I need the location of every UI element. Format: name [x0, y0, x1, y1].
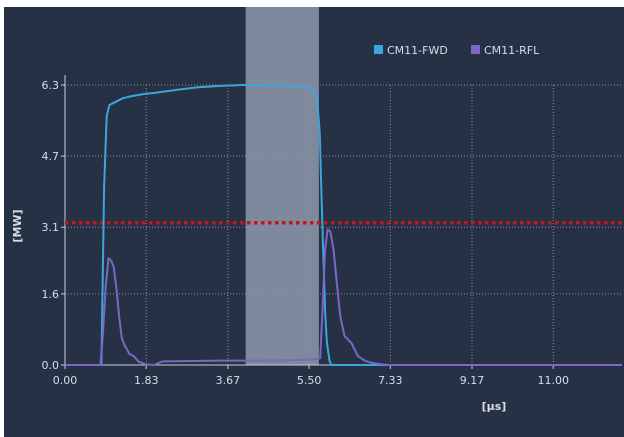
- series-line-cm11-rfl[interactable]: [65, 228, 622, 366]
- x-axis-title: [µs]: [482, 400, 507, 413]
- x-tick-label: 3.67: [216, 374, 241, 387]
- x-tick-label: 7.33: [378, 374, 403, 387]
- y-tick-label: 4.7: [42, 150, 60, 163]
- x-tick-label: 1.83: [134, 374, 159, 387]
- legend[interactable]: CM11-FWD CM11-RFL: [374, 44, 540, 57]
- y-tick-label: 1.6: [42, 288, 60, 301]
- legend-swatch: [374, 45, 383, 54]
- y-tick-label: 6.3: [42, 79, 60, 92]
- x-tick-label: 11.00: [537, 374, 569, 387]
- y-tick-label: 3.1: [42, 221, 60, 234]
- grid-lines: [65, 84, 622, 365]
- legend-swatch: [471, 45, 480, 54]
- y-axis-title: [MW]: [11, 209, 24, 242]
- x-tick-label: 0.00: [53, 374, 78, 387]
- x-tick-label: 9.17: [460, 374, 485, 387]
- legend-label: CM11-FWD: [387, 44, 448, 57]
- legend-label: CM11-RFL: [484, 44, 540, 57]
- y-tick-label: 0.0: [42, 359, 60, 372]
- x-tick-labels: 0.00 1.83 3.67 5.50 7.33 9.17 11.00: [53, 374, 569, 387]
- highlight-band[interactable]: [245, 7, 319, 365]
- series-lines: [65, 84, 622, 366]
- y-tick-labels: 0.0 1.6 3.1 4.7 6.3: [42, 79, 60, 372]
- x-tick-label: 5.50: [297, 374, 322, 387]
- series-line-cm11-fwd[interactable]: [65, 84, 622, 366]
